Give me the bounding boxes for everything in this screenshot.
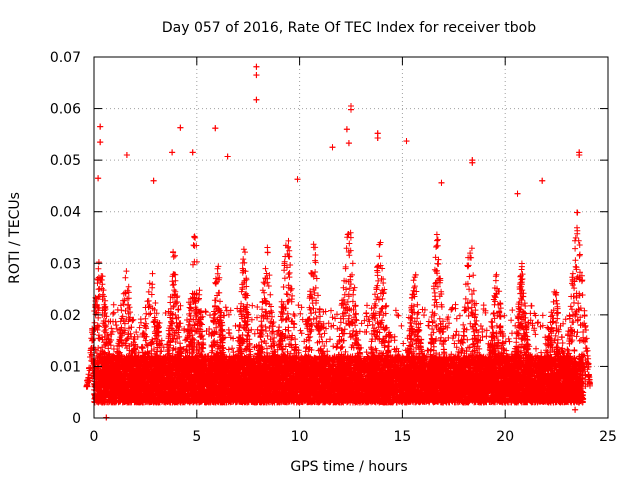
roti-point xyxy=(212,125,219,132)
roti-point xyxy=(469,159,476,166)
x-tick-labels: 0 5 10 15 20 25 xyxy=(90,429,617,445)
roti-point xyxy=(343,126,350,133)
y-tick-label: 0.03 xyxy=(50,256,81,272)
y-tick-label: 0.02 xyxy=(50,308,81,324)
roti-point xyxy=(95,175,102,182)
roti-point xyxy=(224,153,231,160)
chart-title: Day 057 of 2016, Rate Of TEC Index for r… xyxy=(162,20,536,36)
roti-point xyxy=(438,179,445,186)
roti-point xyxy=(329,144,336,151)
roti-point xyxy=(123,151,130,158)
roti-point xyxy=(348,106,354,113)
y-tick-label: 0.05 xyxy=(50,153,81,169)
y-tick-label: 0.04 xyxy=(50,205,81,221)
roti-point xyxy=(539,177,546,184)
x-tick-label: 10 xyxy=(291,429,309,445)
data-points xyxy=(83,63,593,421)
roti-point xyxy=(374,134,381,141)
axis-ticks xyxy=(93,56,609,419)
x-axis-label: GPS time / hours xyxy=(290,459,407,475)
roti-point xyxy=(169,149,176,156)
roti-point-cloud xyxy=(83,63,593,421)
roti-point xyxy=(97,123,104,130)
y-tick-label: 0 xyxy=(72,411,81,427)
plot-frame xyxy=(93,56,609,419)
x-tick-label: 0 xyxy=(90,429,99,445)
roti-point xyxy=(345,140,352,147)
y-axis-label: ROTI / TECUs xyxy=(7,192,23,284)
x-tick-label: 5 xyxy=(192,429,201,445)
roti-point xyxy=(177,124,184,131)
roti-point xyxy=(97,139,104,146)
x-tick-label: 25 xyxy=(599,429,617,445)
x-tick-label: 20 xyxy=(496,429,514,445)
roti-point xyxy=(403,138,410,145)
y-tick-label: 0.07 xyxy=(50,50,81,66)
roti-point xyxy=(103,414,110,421)
y-tick-label: 0.01 xyxy=(50,359,81,375)
roti-point xyxy=(189,149,196,156)
roti-point xyxy=(514,190,521,197)
roti-point xyxy=(253,72,260,79)
roti-point xyxy=(572,406,579,413)
y-tick-label: 0.06 xyxy=(50,102,81,118)
roti-point xyxy=(576,151,583,158)
y-tick-labels: 0 0.01 0.02 0.03 0.04 0.05 0.06 0.07 xyxy=(50,50,81,427)
roti-point xyxy=(150,177,157,184)
roti-point xyxy=(294,176,301,183)
x-tick-label: 15 xyxy=(393,429,411,445)
roti-point xyxy=(253,63,260,70)
roti-point xyxy=(253,96,260,103)
